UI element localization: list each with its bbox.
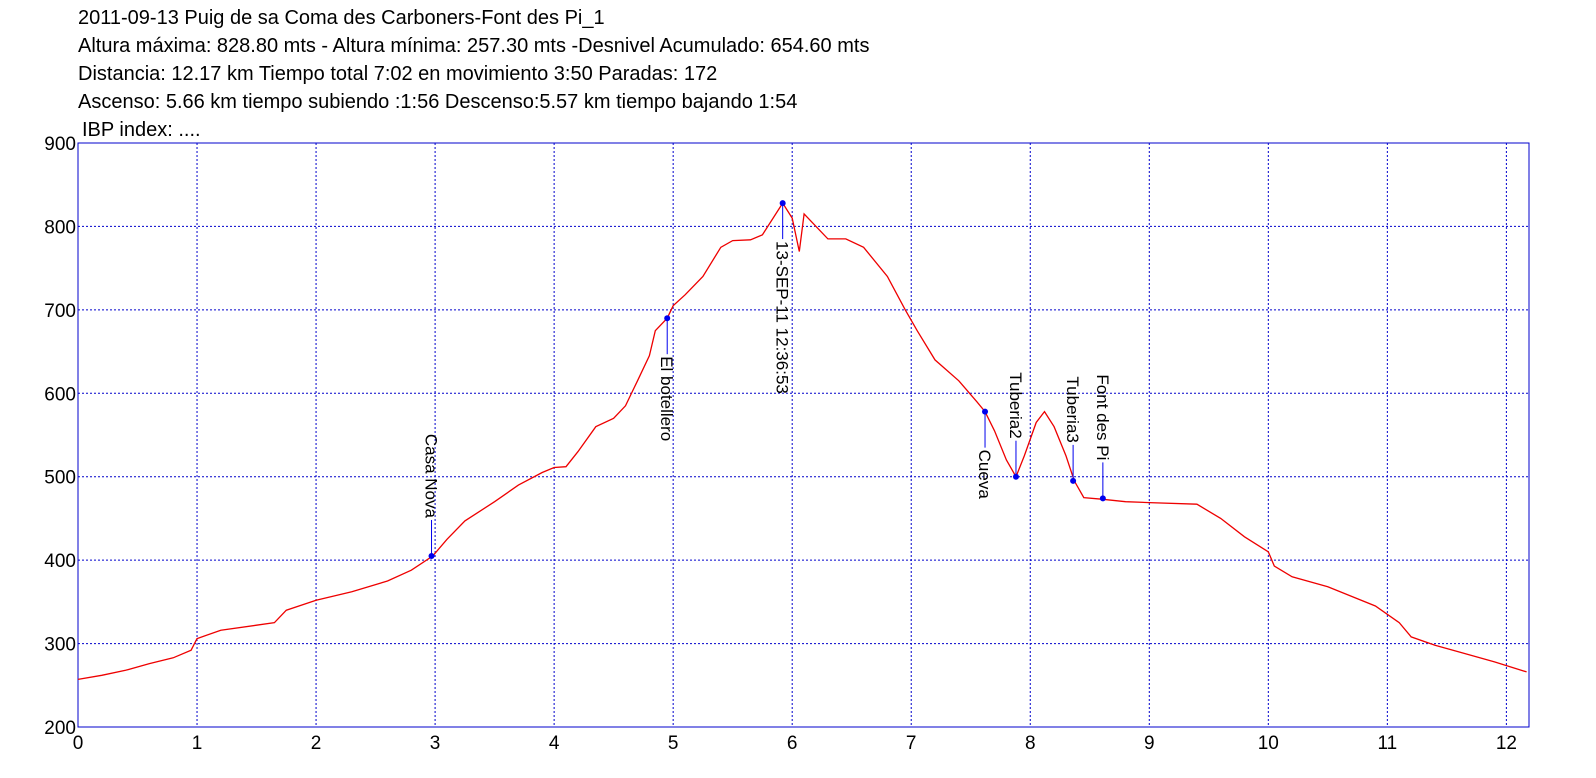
x-tick-label: 11 bbox=[1377, 733, 1397, 754]
x-tick-label: 10 bbox=[1258, 733, 1279, 754]
x-tick-label: 4 bbox=[549, 733, 560, 754]
waypoint bbox=[428, 552, 435, 559]
waypoint bbox=[1012, 473, 1019, 480]
x-tick-label: 7 bbox=[906, 733, 917, 754]
waypoint bbox=[1099, 495, 1106, 502]
x-tick-label: 8 bbox=[1025, 733, 1036, 754]
waypoint-label: Cueva bbox=[975, 450, 994, 500]
subtitle: Ascenso: 5.66 km tiempo subiendo :1:56 D… bbox=[78, 91, 797, 113]
subtitle: Distancia: 12.17 km Tiempo total 7:02 en… bbox=[78, 63, 717, 85]
y-tick-label: 900 bbox=[44, 134, 76, 155]
waypoint-label: Casa Nova bbox=[422, 434, 441, 519]
chart-title: 2011-09-13 Puig de sa Coma des Carboners… bbox=[78, 7, 605, 29]
waypoint-label: Tuberia3 bbox=[1063, 376, 1082, 442]
x-tick-label: 1 bbox=[192, 733, 203, 754]
x-tick-label: 9 bbox=[1144, 733, 1155, 754]
subtitle: IBP index: .... bbox=[82, 119, 201, 141]
waypoint-label: 13-SEP-11 12:36:53 bbox=[773, 241, 792, 394]
subtitle: Altura máxima: 828.80 mts - Altura mínim… bbox=[78, 35, 869, 57]
y-tick-label: 500 bbox=[44, 468, 76, 489]
waypoint bbox=[982, 408, 989, 415]
x-tick-label: 5 bbox=[668, 733, 679, 754]
y-tick-label: 400 bbox=[44, 551, 76, 572]
x-tick-label: 3 bbox=[430, 733, 441, 754]
y-tick-label: 200 bbox=[44, 718, 76, 739]
x-tick-label: 6 bbox=[787, 733, 798, 754]
y-tick-label: 300 bbox=[44, 635, 76, 656]
elevation-line bbox=[77, 201, 1527, 681]
waypoint-label: Tuberia2 bbox=[1006, 372, 1025, 438]
waypoint bbox=[1070, 477, 1077, 484]
waypoint bbox=[664, 315, 671, 322]
waypoint bbox=[779, 200, 786, 207]
x-tick-label: 2 bbox=[311, 733, 322, 754]
y-tick-label: 600 bbox=[44, 384, 76, 405]
x-tick-label: 0 bbox=[73, 733, 84, 754]
y-tick-label: 800 bbox=[44, 217, 76, 238]
waypoint-label: El botellero bbox=[657, 356, 676, 441]
x-tick-label: 12 bbox=[1496, 733, 1517, 754]
y-tick-label: 700 bbox=[44, 301, 76, 322]
waypoint-label: Font des Pi bbox=[1093, 374, 1112, 460]
plot-frame bbox=[77, 142, 1530, 728]
